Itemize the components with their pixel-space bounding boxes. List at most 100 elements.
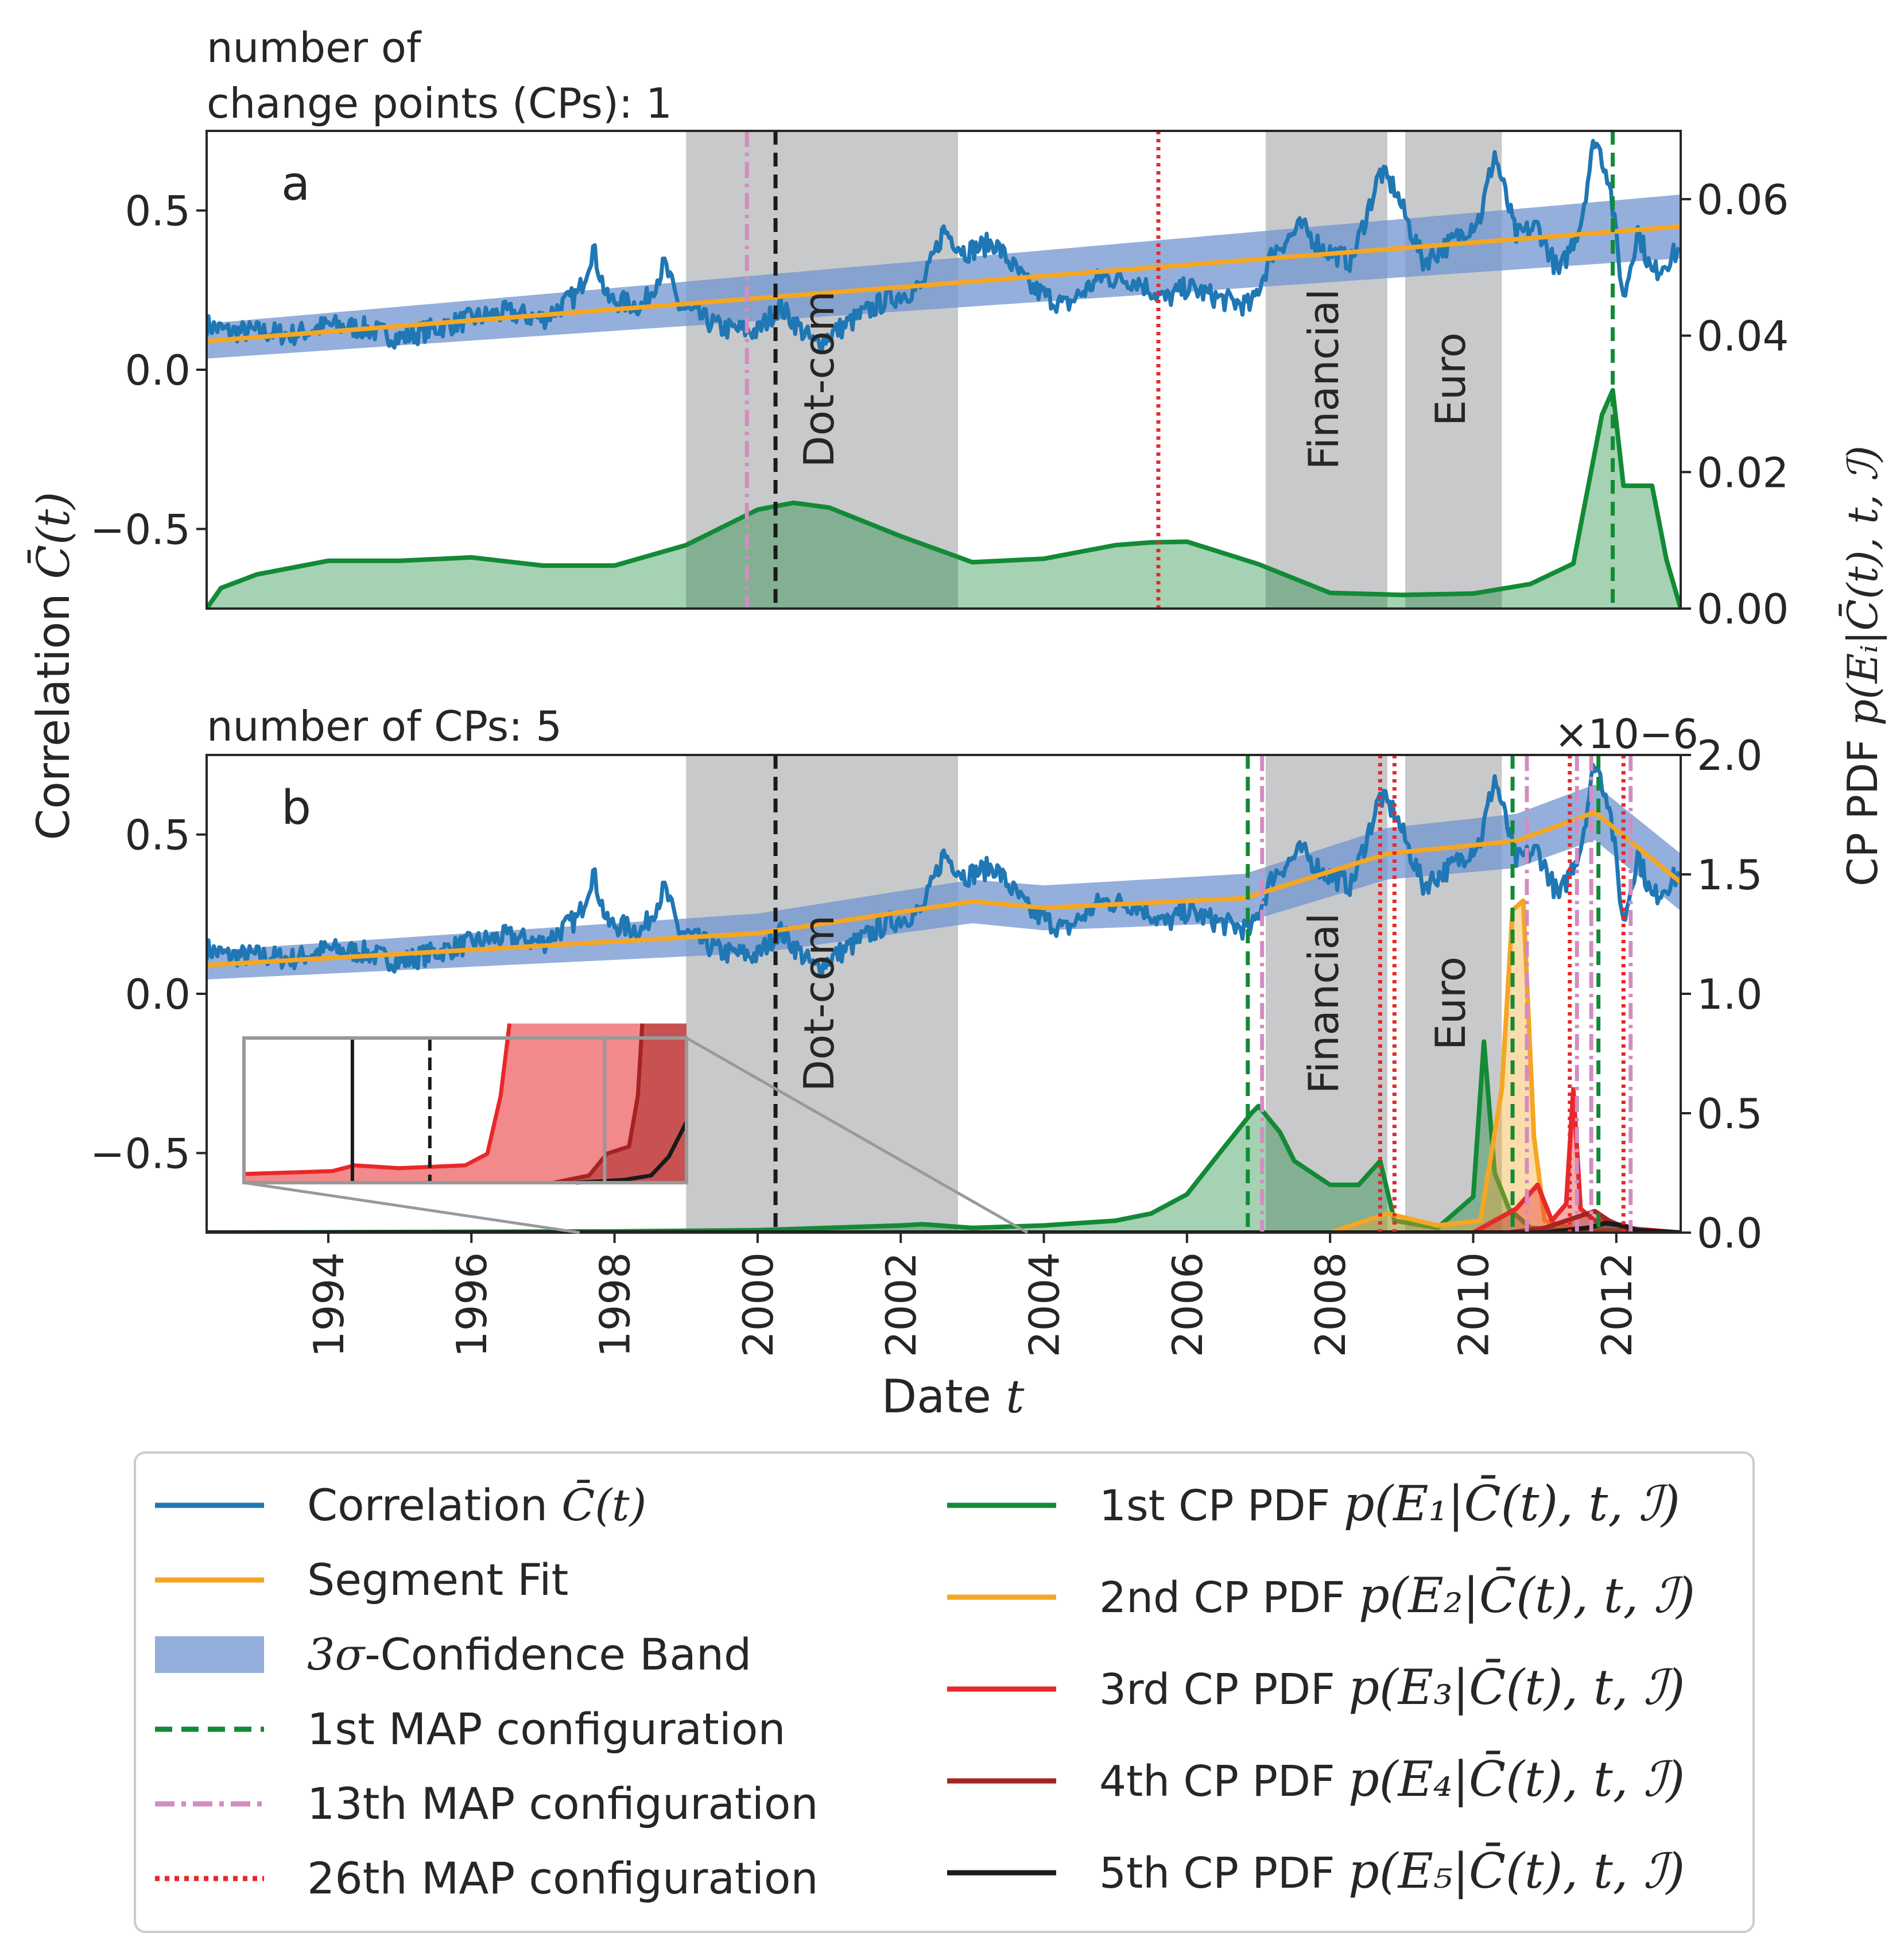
plot-area-b: Dot-com Financial Euro xyxy=(207,755,1681,1233)
legend-label-left-2: 3σ-Confidence Band xyxy=(307,1629,751,1680)
legend-text: Correlation xyxy=(307,1480,561,1531)
y-left-tick-label: −0.5 xyxy=(90,1129,191,1178)
inset-cp3-area xyxy=(244,1023,687,1183)
x-tick-label: 1996 xyxy=(448,1252,496,1357)
panel-a-title-line1: number of xyxy=(207,24,422,72)
inset-frame xyxy=(242,1036,688,1184)
legend-label-left-3: 1st MAP configuration xyxy=(307,1703,786,1755)
panel-letter-a: a xyxy=(281,157,310,211)
crisis-label-dot-com: Dot-com xyxy=(795,291,843,467)
x-tick-label: 2004 xyxy=(1021,1252,1069,1357)
legend-text: 5th CP PDF xyxy=(1099,1849,1348,1898)
y-right-tick-label: 0.02 xyxy=(1697,448,1789,497)
correlation-line xyxy=(207,762,1681,976)
segment-fit-line xyxy=(207,224,1681,344)
y-axis-right-label-var: p(Eᵢ|C̄(t), t, ℐ) xyxy=(1838,446,1887,726)
crisis-band-euro xyxy=(1405,131,1502,609)
legend-var: p(E₃|C̄(t), t, ℐ) xyxy=(1348,1659,1685,1715)
x-axis-label-var: t xyxy=(1006,1370,1025,1423)
legend-label-right-3: 4th CP PDF p(E₄|C̄(t), t, ℐ) xyxy=(1099,1750,1685,1807)
y-right-tick-label: 0.5 xyxy=(1697,1090,1763,1138)
x-axis-label-text: Date xyxy=(882,1370,991,1423)
cp-pdf-area-1 xyxy=(207,1041,1681,1233)
correlation-line xyxy=(207,138,1681,352)
y-axis-left-label-text: Correlation xyxy=(28,593,80,840)
inset-cp4-line xyxy=(553,1023,645,1185)
y-right-tick-label: 0.06 xyxy=(1697,176,1789,224)
crisis-label-euro: Euro xyxy=(1426,956,1475,1050)
legend-var: p(E₅|C̄(t), t, ℐ) xyxy=(1348,1842,1685,1899)
panel-a-title-line2: change points (CPs): 1 xyxy=(207,79,672,127)
inset-cp5-line xyxy=(576,1121,689,1185)
crisis-label-euro: Euro xyxy=(1426,332,1475,426)
crisis-label-financial: Financial xyxy=(1300,913,1348,1094)
legend-var: p(E₂|C̄(t), t, ℐ) xyxy=(1359,1567,1695,1624)
y-right-tick-label: 2.0 xyxy=(1697,731,1763,780)
legend-label-right-2: 3rd CP PDF p(E₃|C̄(t), t, ℐ) xyxy=(1099,1659,1685,1715)
legend-label-right-1: 2nd CP PDF p(E₂|C̄(t), t, ℐ) xyxy=(1099,1567,1695,1624)
cp-pdf-line-1 xyxy=(207,388,1681,609)
y-left-tick-label: 0.0 xyxy=(125,970,191,1018)
panel-b: Dot-com Financial Euro b 0.5 0.0 −0.5 2.0 1.5 1.0… xyxy=(90,711,1762,1357)
legend-text: 4th CP PDF xyxy=(1099,1757,1348,1806)
y-right-tick-label: 0.0 xyxy=(1697,1209,1763,1257)
legend-label-left-4: 13th MAP configuration xyxy=(307,1778,819,1829)
y-right-multiplier: ×10−6 xyxy=(1554,711,1699,758)
inset-cp3-line xyxy=(243,1023,512,1176)
legend-label-right-0: 1st CP PDF p(E₁|C̄(t), t, ℐ) xyxy=(1099,1475,1680,1532)
cp-pdf-line-1 xyxy=(207,1039,1681,1233)
y-right-tick-label: 0.04 xyxy=(1697,312,1789,361)
y-left-tick-label: 0.5 xyxy=(125,811,191,859)
y-left-tick-label: −0.5 xyxy=(90,505,191,553)
crisis-label-financial: Financial xyxy=(1300,289,1348,470)
legend-text: 2nd CP PDF xyxy=(1099,1573,1359,1622)
legend: Correlation C̄(t) Segment Fit 3σ-Confidenc… xyxy=(134,1451,1755,1933)
cp-pdf-line-5 xyxy=(207,1221,1681,1233)
cp-pdf-area-1 xyxy=(207,390,1681,609)
cp-pdf-area-2 xyxy=(207,900,1681,1233)
crisis-label-dot-com: Dot-com xyxy=(795,915,843,1091)
panel-b-title: number of CPs: 5 xyxy=(207,702,562,750)
y-axis-left-label: Correlation C̄(t) xyxy=(27,492,80,841)
y-left-tick-label: 0.5 xyxy=(125,187,191,235)
legend-text: 3rd CP PDF xyxy=(1099,1665,1348,1714)
x-tick-label: 2010 xyxy=(1449,1252,1498,1357)
legend-var: p(E₁|C̄(t), t, ℐ) xyxy=(1344,1475,1680,1532)
legend-label-left-0: Correlation C̄(t) xyxy=(307,1479,646,1531)
plot-area-a: Dot-com Financial Euro xyxy=(207,131,1681,609)
legend-label-left-5: 26th MAP configuration xyxy=(307,1853,819,1904)
legend-var: C̄(t) xyxy=(561,1479,646,1531)
x-tick-label: 1994 xyxy=(305,1252,353,1357)
legend-var: 3σ xyxy=(307,1629,366,1680)
y-right-tick-label: 1.5 xyxy=(1697,851,1763,899)
x-tick-label: 2008 xyxy=(1306,1252,1355,1357)
legend-text: -Confidence Band xyxy=(364,1629,751,1680)
legend-label-right-4: 5th CP PDF p(E₅|C̄(t), t, ℐ) xyxy=(1099,1842,1685,1899)
x-tick-label: 1998 xyxy=(591,1252,639,1357)
y-axis-left-label-var: C̄(t) xyxy=(27,492,80,579)
panel-a: Dot-com Financial Euro a 0.5 0.0 −0.5 0.06 0.04 0… xyxy=(90,130,1789,633)
inset-cp4-area xyxy=(553,1023,687,1183)
panel-letter-b: b xyxy=(281,781,311,835)
inset-connector-bottom xyxy=(243,1181,580,1234)
x-tick-label: 2000 xyxy=(734,1252,782,1357)
legend-frame xyxy=(134,1451,1755,1933)
x-tick-label: 2012 xyxy=(1593,1252,1641,1357)
y-right-tick-label: 0.00 xyxy=(1697,585,1789,633)
y-left-tick-label: 0.0 xyxy=(125,346,191,394)
x-tick-label: 2002 xyxy=(877,1252,925,1357)
cp-pdf-area-3 xyxy=(207,1089,1681,1233)
x-tick-label: 2006 xyxy=(1164,1252,1212,1357)
y-right-tick-label: 1.0 xyxy=(1697,970,1763,1018)
x-axis-label: Date t xyxy=(882,1370,1025,1423)
crisis-band-dot-com xyxy=(686,755,958,1233)
legend-swatch-band xyxy=(155,1636,264,1673)
y-axis-right-label-text: CP PDF xyxy=(1839,739,1887,886)
y-axis-right-label: CP PDF p(Eᵢ|C̄(t), t, ℐ) xyxy=(1838,446,1887,886)
legend-var: p(E₄|C̄(t), t, ℐ) xyxy=(1348,1750,1685,1807)
legend-text: 1st CP PDF xyxy=(1099,1481,1344,1531)
crisis-band-dot-com xyxy=(686,131,958,609)
inset-connector-top xyxy=(685,1036,1029,1234)
legend-label-left-1: Segment Fit xyxy=(307,1554,568,1605)
